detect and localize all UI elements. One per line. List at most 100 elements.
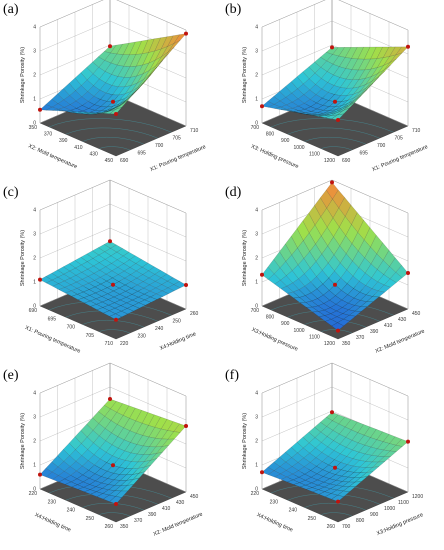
- z-tick-label: 4: [33, 391, 36, 397]
- y-tick-label: 710: [190, 128, 199, 134]
- design-point: [111, 463, 115, 468]
- x-tick-label: 800: [266, 315, 275, 321]
- wall-gridline: [39, 203, 187, 238]
- design-point: [333, 282, 337, 287]
- y-tick-label: 430: [176, 500, 185, 506]
- design-point: [336, 328, 340, 333]
- floor-contour: [304, 503, 366, 511]
- z-tick-label: 2: [33, 256, 36, 262]
- z-tick-label: 0: [33, 304, 36, 310]
- surface-plot: 0 1 2 3 4 350 370 390 410 430 450 690 695 700 705 710 X2…: [20, 0, 207, 173]
- z-tick-label: 4: [33, 25, 36, 31]
- wall-gridline: [261, 386, 409, 421]
- z-tick-label: 4: [255, 25, 258, 31]
- floor-contour: [287, 127, 380, 139]
- surface-facet: [109, 107, 123, 115]
- x-tick-label: 700: [251, 125, 260, 131]
- y-tick-label: 410: [162, 506, 171, 512]
- design-point: [114, 502, 118, 506]
- z-tick-label: 1: [33, 280, 36, 286]
- floor-contour: [82, 503, 144, 511]
- y-tick-label: 705: [395, 136, 404, 142]
- x-tick-label: 700: [251, 308, 260, 314]
- y-tick-label: 695: [138, 151, 147, 157]
- design-point: [406, 439, 410, 444]
- floor-contour: [321, 329, 352, 334]
- y-tick-label: 240: [155, 326, 164, 332]
- floor-contour: [271, 118, 394, 133]
- design-point: [38, 107, 42, 112]
- y-tick-label: 410: [384, 323, 393, 329]
- floor-contour: [82, 137, 144, 145]
- design-point: [336, 499, 340, 504]
- x-tick-label: 690: [29, 308, 38, 314]
- y-tick-label: 800: [356, 518, 365, 524]
- x-tick-label: 900: [281, 138, 290, 144]
- x-tick-label: 410: [74, 145, 83, 151]
- y-axis-title: X2: Mold temperature: [375, 328, 426, 354]
- z-tick-label: 0: [255, 121, 258, 127]
- x-axis-title: X2: Mold temperature: [27, 143, 78, 170]
- design-point: [184, 283, 188, 287]
- y-tick-label: 390: [148, 512, 157, 518]
- design-point: [114, 317, 118, 322]
- y-axis-title: X4:Holding time: [159, 331, 197, 352]
- floor-contour: [321, 146, 352, 151]
- floor-contour: [99, 146, 130, 151]
- wall-gridline: [261, 20, 409, 55]
- y-tick-label: 1100: [398, 500, 409, 506]
- surface-facet: [109, 496, 123, 505]
- wall-gridline: [261, 0, 409, 31]
- x-tick-label: 1000: [293, 145, 304, 151]
- floor-contour: [49, 118, 172, 133]
- x-tick-label: 390: [59, 138, 68, 144]
- y-tick-label: 230: [138, 334, 147, 340]
- z-tick-label: 2: [33, 73, 36, 79]
- wall-gridline: [39, 0, 187, 31]
- x-tick-label: 1100: [309, 151, 320, 157]
- y-tick-label: 900: [370, 512, 379, 518]
- y-tick-label: 695: [360, 151, 369, 157]
- z-tick-label: 4: [33, 208, 36, 214]
- z-tick-label: 0: [33, 487, 36, 493]
- z-tick-label: 0: [255, 304, 258, 310]
- design-point: [114, 112, 118, 116]
- z-tick-label: 0: [255, 487, 258, 493]
- x-tick-label: 710: [105, 341, 114, 347]
- wall-gridline: [39, 227, 187, 262]
- x-tick-label: 220: [29, 491, 38, 497]
- x-tick-label: 1200: [324, 341, 335, 347]
- y-tick-label: 370: [134, 518, 143, 524]
- z-axis-title: Shrinkage Porosity (%): [242, 230, 248, 286]
- y-tick-label: 250: [173, 319, 182, 325]
- z-tick-label: 1: [33, 97, 36, 103]
- design-point: [184, 424, 188, 428]
- y-tick-label: 700: [155, 143, 164, 149]
- x-tick-label: 705: [86, 333, 95, 339]
- x-tick-label: 900: [281, 321, 290, 327]
- x-tick-label: 250: [308, 516, 317, 522]
- y-tick-label: 220: [120, 341, 129, 347]
- z-tick-label: 2: [255, 439, 258, 445]
- panel-label: (f): [225, 368, 239, 383]
- floor-contour: [65, 127, 158, 139]
- design-point: [108, 239, 112, 244]
- wall-gridline: [39, 179, 187, 214]
- wall-gridline: [39, 386, 187, 421]
- y-tick-label: 260: [190, 311, 199, 317]
- panel-b: (b) 0 1 2 3 4 700 800 900 1000 1100 1200 690 695 700 7…: [222, 0, 444, 183]
- floor-contour: [304, 137, 366, 145]
- x-tick-label: 370: [44, 132, 53, 138]
- y-tick-label: 705: [173, 136, 182, 142]
- z-tick-label: 4: [255, 391, 258, 397]
- panel-c: (c) 0 1 2 3 4 690 695 700 705 710 220 230 240 250 260 X…: [0, 179, 222, 366]
- panel-a: (a) 0 1 2 3 4 350 370 390 410 430 450 690 695 700 705 7…: [0, 0, 222, 183]
- surface-facet: [331, 322, 345, 331]
- y-tick-label: 350: [120, 524, 129, 530]
- design-point: [330, 180, 334, 185]
- floor-contour: [99, 512, 130, 517]
- y-axis-title: X2: Mold temperature: [153, 511, 204, 537]
- x-tick-label: 230: [270, 499, 279, 505]
